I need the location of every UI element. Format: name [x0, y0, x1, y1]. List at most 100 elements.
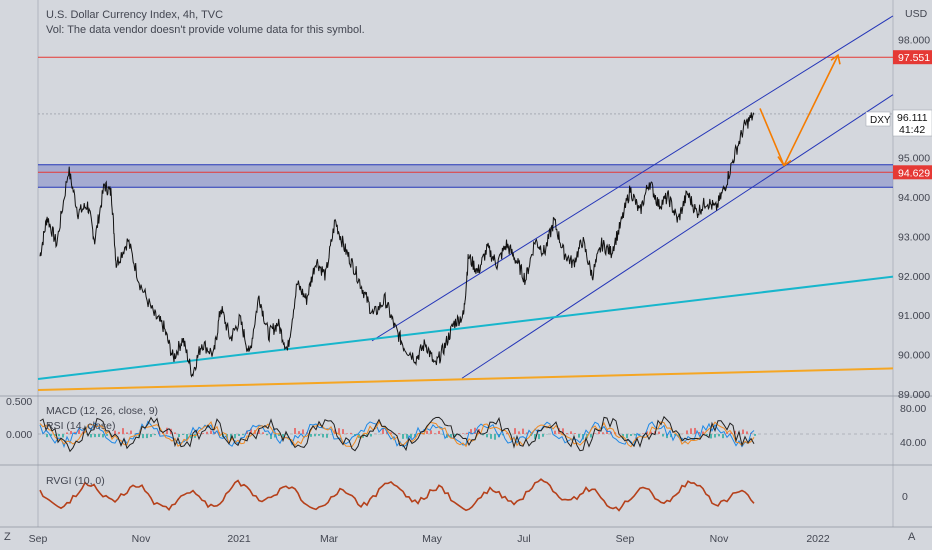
forecast-arrow-up-head[interactable]	[830, 53, 841, 65]
macd-pane[interactable]: MACD (12, 26, close, 9) RSI (14, close) …	[6, 396, 926, 453]
macd-histogram-bar	[434, 433, 436, 434]
macd-histogram-bar	[70, 430, 72, 434]
macd-histogram-bar	[238, 434, 240, 436]
time-axis-ticks[interactable]: Sep Nov 2021 Mar May Jul Sep Nov 2022	[29, 533, 830, 545]
macd-histogram-bar	[498, 434, 500, 438]
macd-histogram-bar	[346, 433, 348, 434]
macd-histogram-bar	[710, 434, 712, 439]
rvgi-pane[interactable]: RVGI (10, 0) 0	[39, 475, 908, 512]
macd-histogram-bar	[154, 434, 156, 436]
rvgi-right-tick: 0	[902, 491, 908, 503]
macd-histogram-bar	[382, 428, 384, 434]
macd-histogram-bar	[118, 431, 120, 434]
macd-histogram-bar	[442, 434, 444, 435]
price-axis-ticks[interactable]: 89.000 90.000 91.000 92.000 93.000 94.000 95.0…	[898, 35, 930, 401]
macd-histogram-bar	[626, 434, 628, 439]
macd-histogram-bar	[650, 431, 652, 434]
macd-histogram-bar	[130, 430, 132, 434]
macd-histogram-bar	[246, 430, 248, 434]
macd-histogram-bar	[338, 428, 340, 434]
macd-histogram-bar	[318, 434, 320, 436]
channel-upper-line[interactable]	[371, 15, 894, 342]
price-tick: 89.000	[898, 389, 930, 401]
symbol-badge-bg	[865, 111, 891, 127]
macd-histogram-bar	[602, 432, 604, 434]
macd-histogram-bar	[206, 431, 208, 434]
main-pane[interactable]	[0, 0, 893, 395]
macd-histogram-bar	[466, 432, 468, 434]
macd-label[interactable]: MACD (12, 26, close, 9)	[46, 405, 158, 417]
macd-histogram-bar	[514, 428, 516, 434]
price-axis-unit: USD	[905, 8, 928, 20]
macd-histogram-bar	[54, 434, 56, 436]
forecast-arrow-up[interactable]	[783, 54, 839, 166]
time-tick: Nov	[132, 533, 151, 545]
chart-title[interactable]: U.S. Dollar Currency Index, 4h, TVC	[46, 9, 224, 21]
macd-histogram-bar	[366, 434, 368, 436]
macd-histogram-bar	[594, 433, 596, 434]
macd-histogram-bar	[342, 429, 344, 434]
macd-histogram-bar	[634, 434, 636, 436]
macd-histogram-bar	[678, 434, 680, 438]
macd-histogram-bar	[538, 434, 540, 440]
macd-histogram-bar	[722, 434, 724, 439]
macd-histogram-bar	[186, 434, 188, 440]
macd-histogram-bar	[126, 432, 128, 434]
rvgi-label[interactable]: RVGI (10, 0)	[46, 475, 105, 487]
macd-histogram-bar	[50, 434, 52, 437]
rsi-label[interactable]: RSI (14, close)	[46, 420, 115, 432]
price-tick: 90.000	[898, 350, 930, 362]
macd-histogram-bar	[58, 434, 60, 437]
macd-histogram-bar	[98, 434, 100, 437]
support-zone[interactable]	[38, 164, 893, 188]
macd-histogram-bar	[138, 434, 140, 437]
macd-histogram-bar	[146, 434, 148, 439]
macd-right-tick-bottom: 40.00	[900, 437, 926, 449]
macd-histogram-bar	[178, 434, 180, 437]
macd-histogram-bar	[166, 427, 168, 434]
forecast-arrow-down-head[interactable]	[777, 156, 792, 167]
macd-line	[39, 415, 755, 453]
time-tick: Mar	[320, 533, 339, 545]
macd-histogram-bar	[674, 434, 676, 436]
macd-histogram-bar	[566, 433, 568, 434]
macd-histogram-bar	[686, 430, 688, 434]
channel-lower-line[interactable]	[461, 94, 894, 379]
macd-histogram-bar	[662, 434, 664, 437]
cyan-trendline[interactable]	[37, 275, 894, 381]
macd-histogram-bar	[486, 434, 488, 438]
macd-histogram-bar	[518, 431, 520, 434]
macd-histogram	[42, 427, 756, 440]
macd-histogram-bar	[462, 433, 464, 434]
time-tick: Sep	[29, 533, 48, 545]
macd-histogram-bar	[410, 434, 412, 438]
zone-price-badge: 94.629	[898, 167, 930, 179]
macd-left-tick-top: 0.500	[6, 396, 32, 408]
time-tick: Jul	[517, 533, 530, 545]
macd-histogram-bar	[94, 434, 96, 438]
macd-histogram-bar	[114, 430, 116, 434]
forecast-arrow-down[interactable]	[759, 108, 785, 166]
macd-histogram-bar	[714, 434, 716, 438]
macd-histogram-bar	[66, 432, 68, 434]
price-series-line[interactable]	[39, 112, 755, 378]
macd-histogram-bar	[46, 434, 48, 438]
macd-histogram-bar	[718, 434, 720, 437]
macd-histogram-bar	[630, 434, 632, 436]
price-tick: 91.000	[898, 310, 930, 322]
macd-histogram-bar	[570, 431, 572, 434]
macd-histogram-bar	[326, 434, 328, 438]
macd-histogram-bar	[578, 434, 580, 438]
macd-histogram-bar	[590, 434, 592, 438]
orange-trendline[interactable]	[37, 367, 894, 392]
macd-histogram-bar	[398, 433, 400, 434]
zoom-button[interactable]: Z	[4, 531, 11, 543]
auto-scale-button[interactable]: A	[908, 531, 916, 543]
macd-histogram-bar	[490, 434, 492, 439]
price-tick: 95.000	[898, 153, 930, 165]
macd-histogram-bar	[598, 431, 600, 434]
macd-histogram-bar	[198, 433, 200, 434]
macd-histogram-bar	[234, 434, 236, 439]
